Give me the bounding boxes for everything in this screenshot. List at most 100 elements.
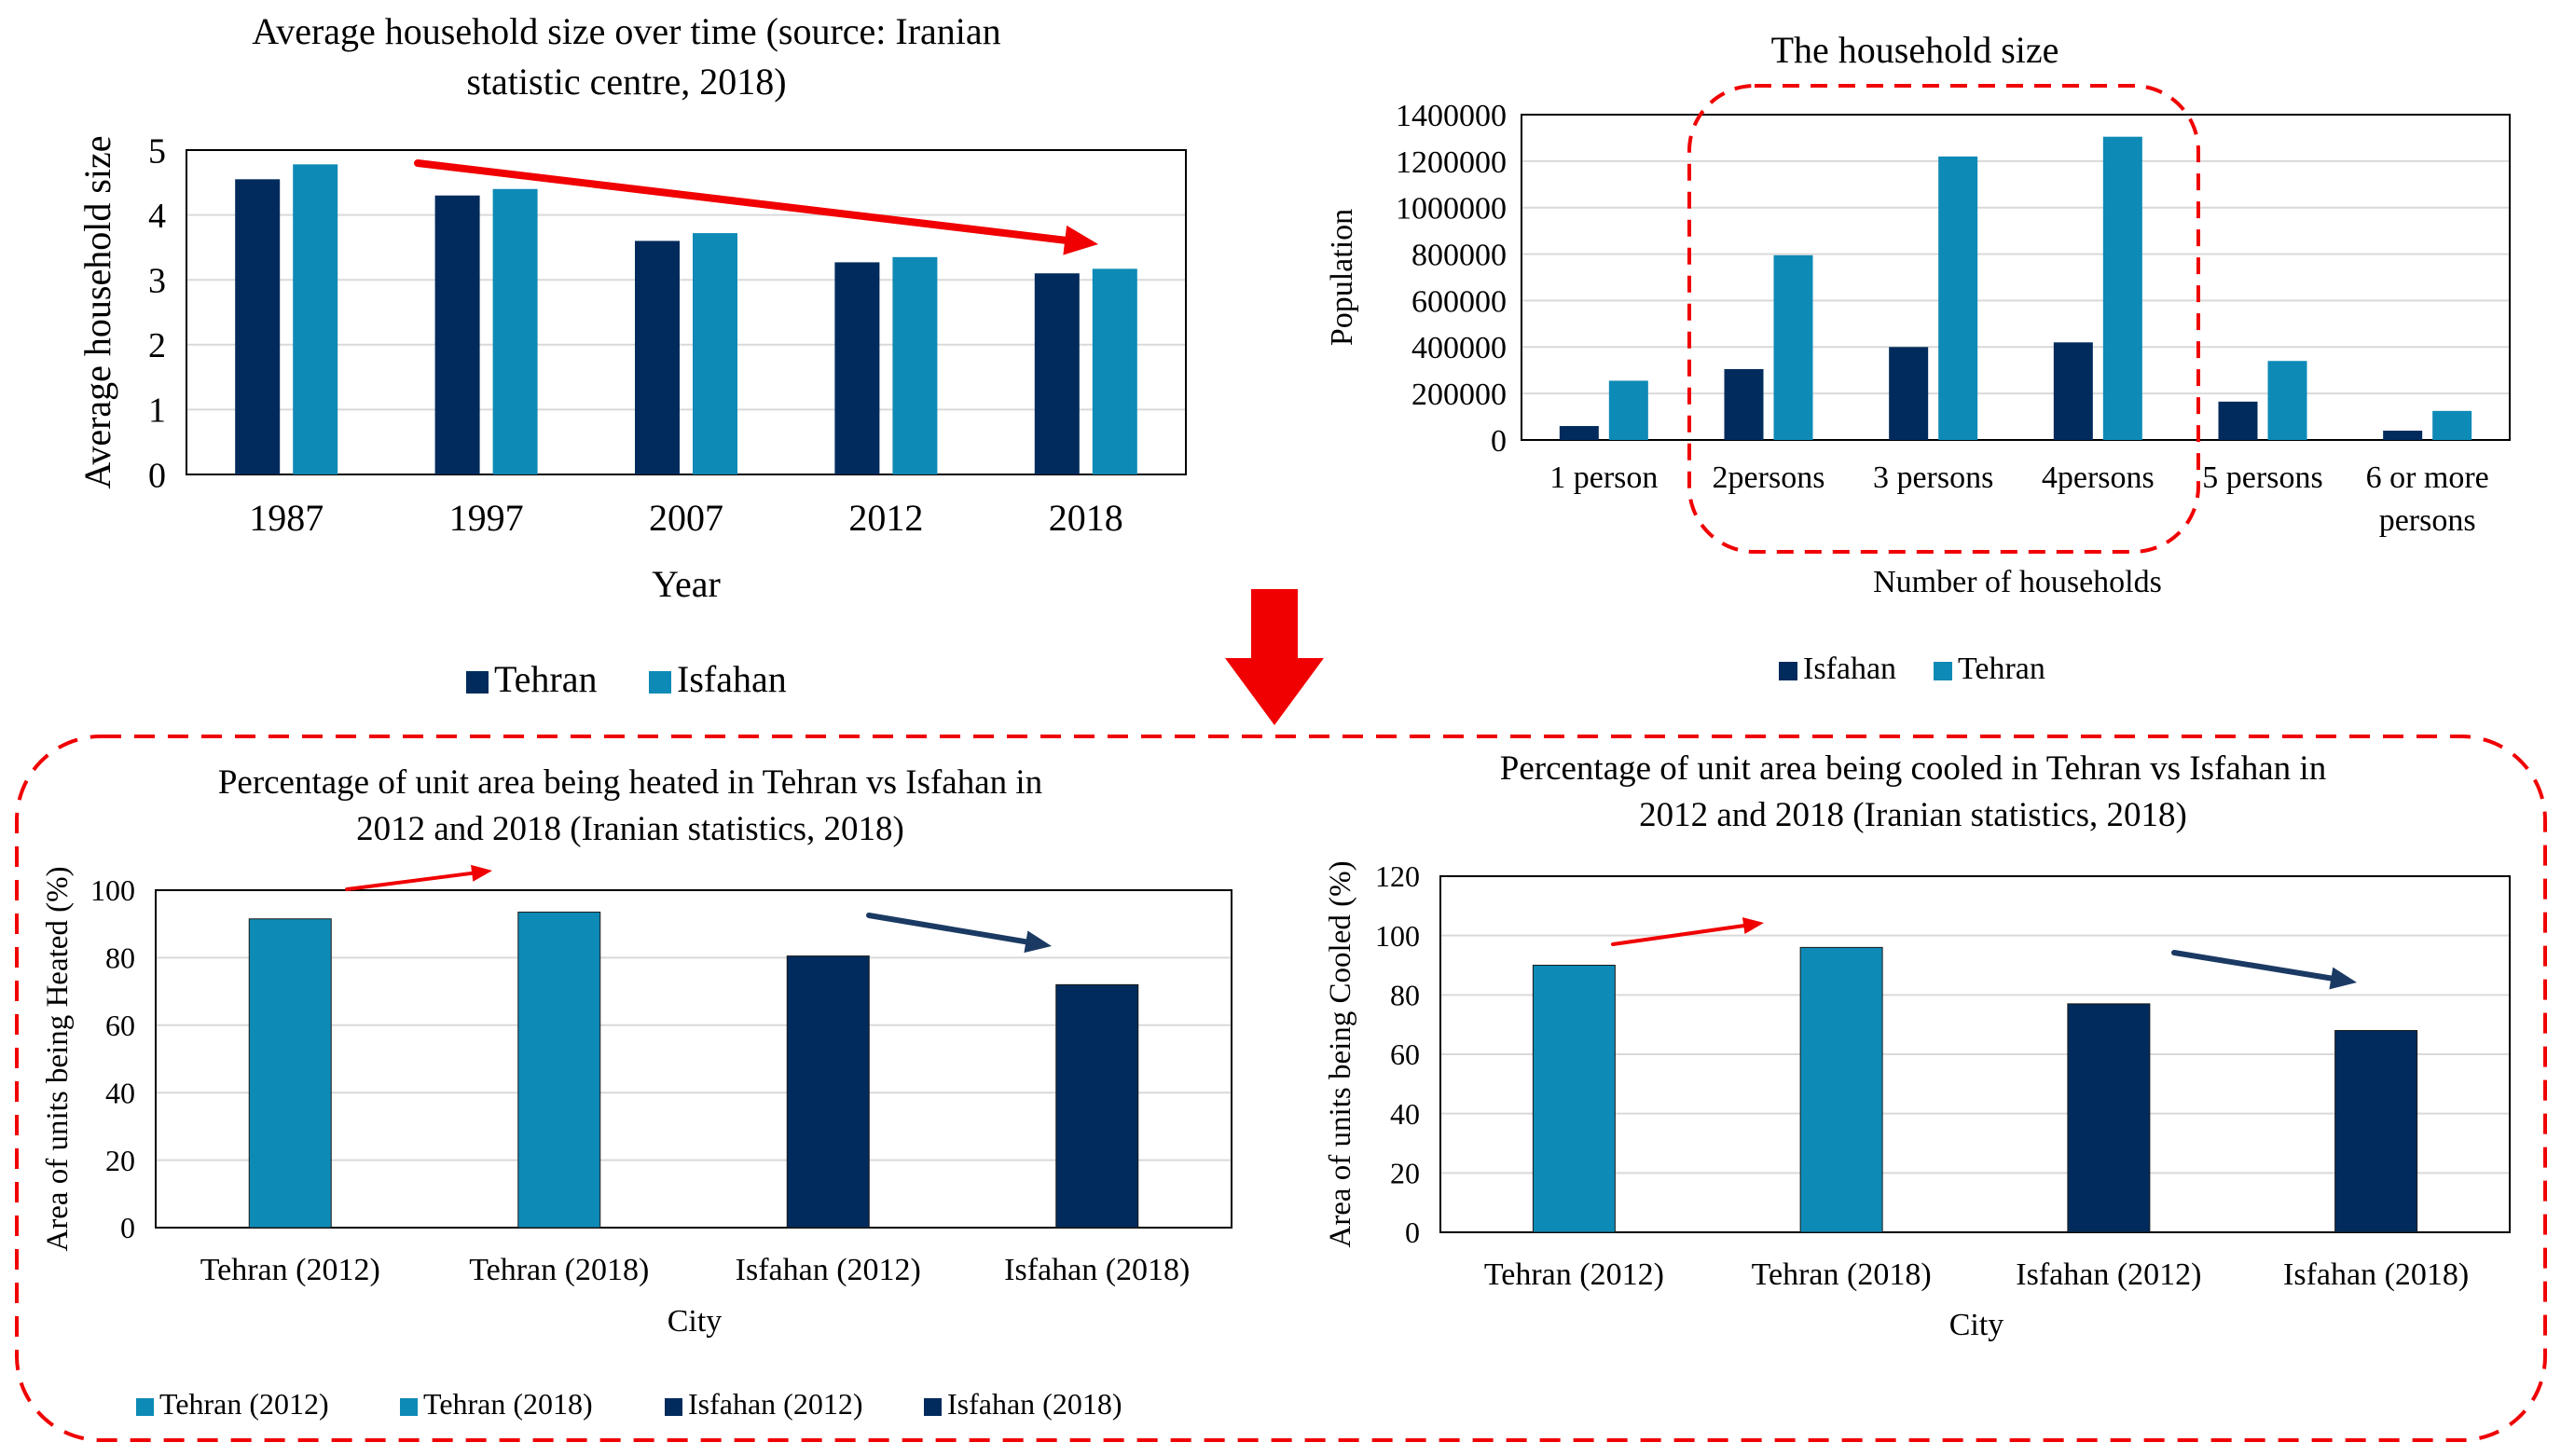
chart-title-line: 2012 and 2018 (Iranian statistics, 2018) <box>1639 796 2187 834</box>
bar-isfahan-3 <box>892 256 938 474</box>
legend-label: Isfahan <box>677 658 787 700</box>
y-tick-label: 0 <box>1491 424 1507 459</box>
x-axis-label: City <box>668 1304 723 1339</box>
legend-swatch <box>136 1398 154 1416</box>
heated-rise-arrow-head <box>471 864 492 882</box>
x-tick-label: Isfahan (2012) <box>2016 1257 2201 1292</box>
x-tick-label: Tehran (2012) <box>1484 1257 1664 1292</box>
cooled-rise-arrow-shaft <box>1611 924 1746 946</box>
bar-1 <box>517 912 601 1229</box>
y-axis-label: Area of units being Cooled (%) <box>1324 860 1357 1247</box>
bar-isfahan-4 <box>2218 401 2258 440</box>
bar-tehran-3 <box>834 262 880 474</box>
bar-isfahan-2 <box>1889 347 1929 440</box>
legend-label: Isfahan <box>1803 652 1896 686</box>
bar-isfahan-1 <box>1724 368 1764 440</box>
legend-swatch <box>466 671 489 694</box>
x-tick-label: 2007 <box>649 497 723 539</box>
cooled-fall-arrow-shaft <box>2171 950 2334 982</box>
legend-label: Tehran (2012) <box>159 1387 329 1421</box>
y-tick-label: 80 <box>1390 979 1420 1012</box>
x-axis-label: Number of households <box>1873 565 2162 599</box>
y-tick-label: 1000000 <box>1396 192 1507 227</box>
chart-title-line: Percentage of unit area being cooled in … <box>1500 749 2326 788</box>
bar-isfahan-5 <box>2383 431 2423 440</box>
legend-label: Tehran <box>1958 652 2045 686</box>
bar-tehran-3 <box>2102 136 2142 441</box>
x-tick-label: 2persons <box>1713 460 1825 495</box>
heated-rise-arrow <box>345 864 492 891</box>
bar-0 <box>248 918 332 1229</box>
bar-isfahan-0 <box>293 164 338 474</box>
x-tick-label: Isfahan (2018) <box>2283 1257 2469 1292</box>
y-tick-label: 0 <box>1405 1216 1420 1249</box>
chart-title-line: 2012 and 2018 (Iranian statistics, 2018) <box>356 810 904 848</box>
bottom-panel-border <box>15 735 2547 1442</box>
y-tick-label: 1 <box>148 391 166 431</box>
heated-fall-arrow-shaft <box>866 913 1029 945</box>
bar-tehran-5 <box>2432 410 2472 440</box>
x-tick-label: 5 persons <box>2202 460 2322 495</box>
x-tick-label: Tehran (2012) <box>200 1253 380 1287</box>
highlight-box-red <box>1687 84 2200 554</box>
y-tick-label: 3 <box>148 262 166 301</box>
y-axis-label: Area of units being Heated (%) <box>41 866 75 1251</box>
x-axis-label: City <box>1949 1308 2004 1342</box>
y-tick-label: 600000 <box>1411 284 1507 319</box>
plot-frame <box>155 889 1232 1229</box>
bar-isfahan-4 <box>1092 268 1137 474</box>
plot-frame <box>1521 114 2511 441</box>
bar-tehran-0 <box>235 179 281 474</box>
y-tick-label: 400000 <box>1411 331 1507 365</box>
bar-3 <box>2334 1030 2418 1233</box>
x-tick-label: Tehran (2018) <box>469 1253 649 1287</box>
heated-fall-arrow <box>866 913 1052 954</box>
bar-tehran-4 <box>1034 273 1080 474</box>
legend-label: Tehran (2018) <box>423 1387 593 1421</box>
chart-household-size-population: The household size 0 200000 400000 600000 800… <box>1325 29 2511 686</box>
down-arrow-red <box>1225 589 1324 725</box>
y-tick-label: 0 <box>120 1211 135 1244</box>
cooled-rise-arrow <box>1611 917 1764 946</box>
y-tick-label: 2 <box>148 326 166 365</box>
x-tick-label: Isfahan (2012) <box>736 1253 921 1287</box>
y-tick-label: 1400000 <box>1396 99 1507 133</box>
y-tick-label: 100 <box>1375 919 1420 953</box>
plot-frame <box>186 149 1187 475</box>
bar-isfahan-2 <box>693 233 737 474</box>
x-tick-label: Isfahan (2018) <box>1004 1253 1190 1287</box>
y-tick-label: 60 <box>1390 1037 1420 1071</box>
cooled-rise-arrow-head <box>1742 917 1764 935</box>
y-tick-label: 0 <box>148 456 166 495</box>
heated-fall-arrow-head <box>1024 930 1052 954</box>
bar-1 <box>1799 946 1883 1233</box>
bar-tehran-0 <box>1608 380 1648 440</box>
x-tick-label: persons <box>2379 503 2476 538</box>
x-tick-label: 3 persons <box>1873 460 1993 495</box>
legend-label: Tehran <box>494 658 597 700</box>
chart-title-line: statistic centre, 2018) <box>466 61 786 103</box>
x-tick-label: 1997 <box>449 497 524 539</box>
chart-percentage-cooled: Percentage of unit area being cooled in … <box>1324 749 2511 1342</box>
trend-arrow-red <box>414 159 1098 255</box>
bar-tehran-2 <box>635 240 680 474</box>
trend-arrow-red-head <box>1063 225 1098 255</box>
legend-label: Isfahan (2018) <box>947 1387 1122 1421</box>
bar-tehran-1 <box>1773 254 1813 440</box>
x-tick-label: 6 or more <box>2366 460 2489 495</box>
y-tick-label: 40 <box>105 1076 135 1109</box>
y-tick-label: 100 <box>90 873 135 907</box>
y-tick-label: 40 <box>1390 1097 1420 1131</box>
y-tick-label: 120 <box>1375 859 1420 893</box>
legend-swatch <box>400 1398 418 1416</box>
bar-tehran-2 <box>1938 156 1978 440</box>
x-tick-label: 1 person <box>1549 460 1658 495</box>
y-tick-label: 200000 <box>1411 378 1507 412</box>
legend-swatch <box>1779 662 1797 680</box>
bar-tehran-4 <box>2267 361 2307 440</box>
heated-rise-arrow-shaft <box>345 871 475 891</box>
bar-isfahan-3 <box>2053 342 2093 440</box>
bar-0 <box>1532 965 1616 1233</box>
bar-2 <box>786 955 870 1229</box>
